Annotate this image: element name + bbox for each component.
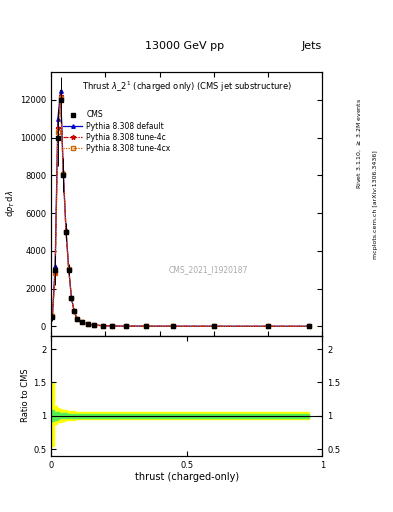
- Text: Thrust $\lambda\_2^1$ (charged only) (CMS jet substructure): Thrust $\lambda\_2^1$ (charged only) (CM…: [82, 79, 292, 94]
- Y-axis label: $\mathrm{d}^2N$
$\mathrm{d}p_T\,\mathrm{d}\lambda$: $\mathrm{d}^2N$ $\mathrm{d}p_T\,\mathrm{…: [0, 190, 17, 217]
- Text: CMS_2021_I1920187: CMS_2021_I1920187: [169, 265, 248, 274]
- Text: 13000 GeV pp: 13000 GeV pp: [145, 41, 224, 51]
- Y-axis label: Ratio to CMS: Ratio to CMS: [21, 369, 30, 422]
- Text: mcplots.cern.ch [arXiv:1306.3436]: mcplots.cern.ch [arXiv:1306.3436]: [373, 151, 378, 259]
- Text: Jets: Jets: [302, 41, 322, 51]
- X-axis label: thrust (charged-only): thrust (charged-only): [135, 472, 239, 482]
- Text: Rivet 3.1.10, $\geq$ 3.2M events: Rivet 3.1.10, $\geq$ 3.2M events: [356, 98, 364, 189]
- Legend: CMS, Pythia 8.308 default, Pythia 8.308 tune-4c, Pythia 8.308 tune-4cx: CMS, Pythia 8.308 default, Pythia 8.308 …: [61, 107, 174, 156]
